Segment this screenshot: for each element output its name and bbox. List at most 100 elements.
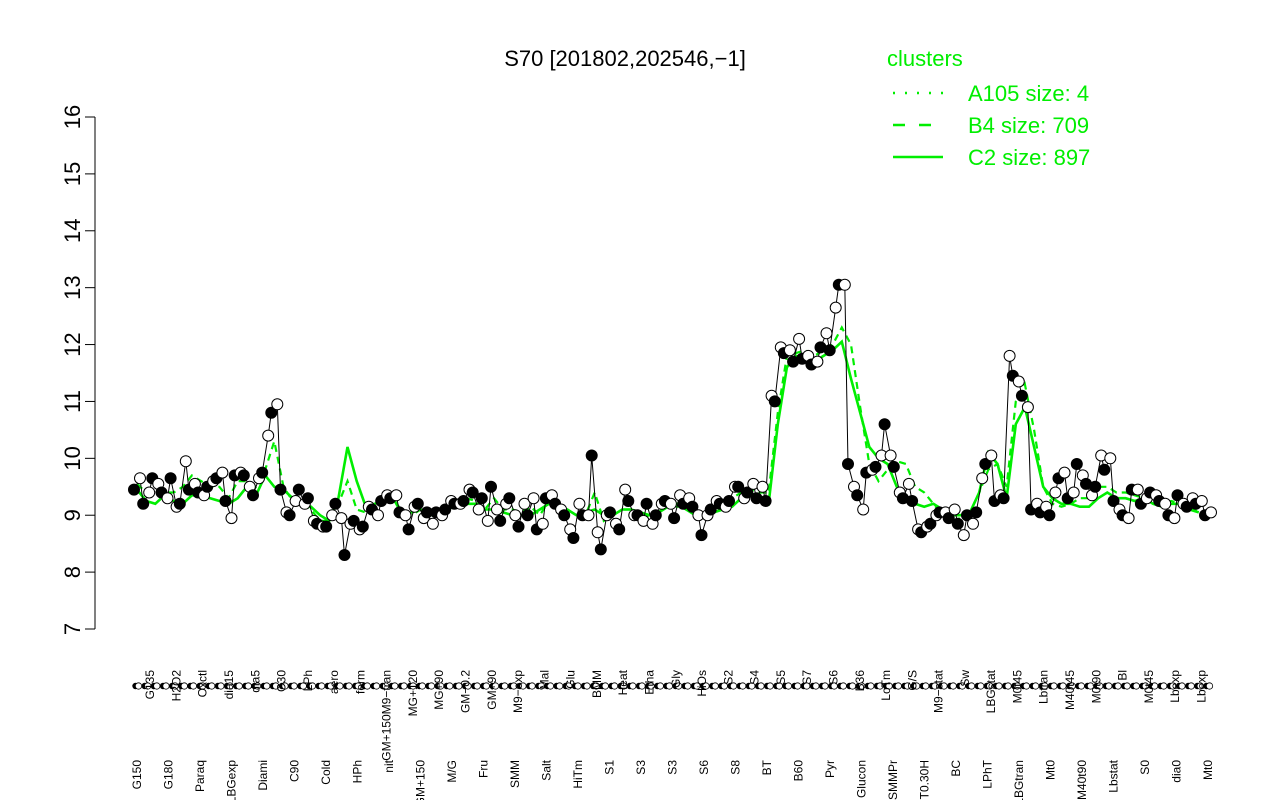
data-point-open [225, 512, 238, 525]
x-tick-label: Gly [669, 670, 683, 688]
data-point-open [179, 455, 192, 468]
data-point-open [838, 278, 851, 291]
data-point-filled [695, 529, 708, 542]
x-tick-marker [134, 682, 143, 690]
x-tick-label: S4 [748, 670, 762, 685]
data-point-filled [457, 495, 470, 507]
y-tick-label: 15 [60, 162, 85, 186]
data-point-filled [402, 523, 415, 536]
x-tick-label: G180 [162, 760, 176, 790]
data-point-open [1003, 349, 1016, 362]
x-tick-marker [766, 682, 774, 690]
data-point-open [957, 529, 970, 542]
y-tick-label: 12 [60, 332, 85, 356]
data-point-filled [256, 466, 269, 479]
x-tick-label: Paraq [193, 760, 207, 792]
x-tick-marker [263, 682, 271, 690]
data-point-filled [979, 458, 992, 470]
data-point-open [582, 509, 595, 522]
x-tick-marker [739, 682, 747, 690]
x-tick-label: G150 [130, 760, 144, 790]
x-tick-label: S1 [603, 760, 617, 775]
x-tick-label: M/G [445, 760, 459, 783]
data-point-filled [640, 497, 653, 510]
y-tick-label: 8 [60, 566, 85, 578]
x-tick-label: Sw [958, 670, 972, 687]
x-tick-label: B36 [853, 670, 867, 692]
data-point-open [1159, 497, 1172, 510]
x-tick-label: BMM [590, 670, 604, 698]
data-point-filled [649, 509, 662, 522]
x-tick-label: Mt0 [1044, 760, 1058, 780]
x-tick-label: M9−stat [932, 669, 946, 713]
x-tick-marker [1050, 682, 1058, 690]
data-point-open [390, 489, 403, 502]
x-tick-label: S7 [800, 670, 814, 685]
y-tick-label: 7 [60, 623, 85, 635]
data-point-filled [329, 497, 342, 510]
x-tick-label: Diami [256, 760, 270, 791]
data-point-filled [869, 460, 882, 473]
data-point-filled [567, 532, 580, 544]
x-tick-marker [1114, 682, 1122, 690]
data-point-filled [585, 449, 598, 462]
data-point-open [902, 477, 915, 490]
data-point-open [1067, 486, 1080, 499]
x-tick-marker [446, 682, 454, 690]
legend-label: B4 size: 709 [968, 113, 1089, 138]
y-tick-label: 11 [60, 390, 85, 413]
data-point-filled [485, 480, 497, 493]
data-point-filled [265, 406, 278, 419]
x-tick-marker [1160, 682, 1168, 690]
data-point-filled [320, 520, 333, 533]
x-tick-label: S0 [1138, 760, 1152, 775]
x-tick-marker [501, 682, 509, 690]
x-tick-marker [656, 682, 664, 690]
x-tick-label: Oxctl [196, 670, 210, 697]
data-point-open [472, 503, 485, 516]
data-point-open [399, 509, 412, 522]
data-point-filled [842, 458, 854, 470]
x-tick-marker [922, 682, 930, 690]
data-point-filled [494, 514, 507, 527]
data-point-filled [622, 495, 635, 507]
data-point-filled [887, 460, 900, 473]
y-tick-label: 10 [60, 446, 85, 470]
data-point-open [619, 483, 632, 496]
x-tick-label: Heat [616, 669, 630, 695]
x-tick-marker [473, 682, 481, 690]
x-tick-label: S3 [666, 760, 680, 775]
data-point-filled [823, 344, 836, 357]
data-point-open [134, 472, 146, 485]
data-point-open [335, 512, 348, 525]
data-point-open [1195, 495, 1208, 507]
x-tick-marker [867, 682, 875, 690]
x-tick-marker [1105, 682, 1113, 690]
x-tick-marker [1077, 682, 1085, 690]
x-tick-label: HiTm [571, 760, 585, 789]
y-tick-label: 14 [60, 219, 85, 243]
data-point-filled [164, 472, 177, 485]
y-tick-label: 13 [60, 275, 85, 299]
x-tick-label: B60 [792, 760, 806, 782]
data-point-open [884, 449, 897, 462]
x-tick-label: M40t45 [1063, 670, 1077, 710]
x-tick-label: M0t90 [1089, 670, 1103, 704]
x-tick-label: GM+150M9−tran [380, 670, 394, 761]
x-tick-marker [949, 682, 957, 690]
data-point-open [857, 503, 870, 516]
data-point-filled [247, 489, 259, 502]
data-point-filled [1171, 489, 1184, 502]
data-point-open [491, 503, 503, 516]
data-point-filled [356, 520, 369, 533]
x-tick-label: dia0 [1170, 760, 1184, 783]
x-tick-label: Mt0 [1201, 760, 1215, 780]
data-point-open [372, 509, 384, 522]
data-point-filled [1089, 480, 1102, 493]
legend: clusters A105 size: 4 B4 size: 709 C2 size… [887, 46, 1090, 170]
x-tick-label: LBGstat [984, 669, 998, 713]
legend-label: A105 size: 4 [968, 81, 1089, 106]
data-point-filled [924, 517, 937, 530]
data-point-filled [668, 512, 681, 525]
